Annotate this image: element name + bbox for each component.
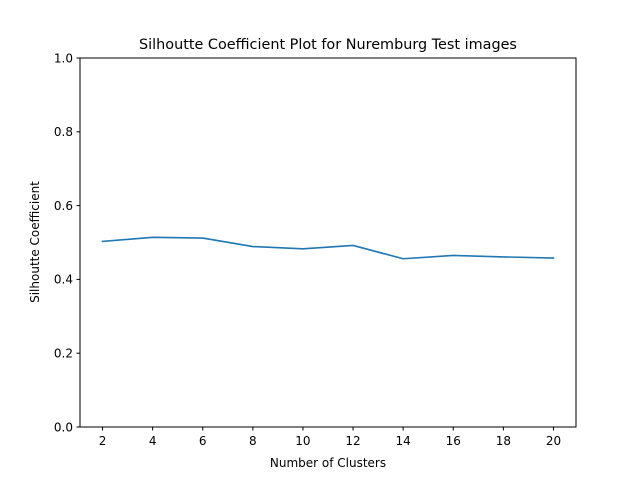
x-tick-label-1: 4 xyxy=(149,434,157,448)
x-tick-label-4: 10 xyxy=(295,434,310,448)
y-tick-label-0: 0.0 xyxy=(54,420,73,434)
x-axis-label: Number of Clusters xyxy=(270,456,386,470)
x-tick-label-3: 8 xyxy=(249,434,257,448)
plot-area: 2 4 6 8 10 12 14 16 18 20 0.0 0.2 0.4 0.6 0.8 1.0 xyxy=(54,51,577,448)
y-tick-label-2: 0.4 xyxy=(54,273,73,287)
y-tick-label-4: 0.8 xyxy=(54,125,73,139)
plot-frame xyxy=(79,57,577,428)
x-tick-label-8: 18 xyxy=(496,434,511,448)
y-tick-label-3: 0.6 xyxy=(54,199,73,213)
x-tick-label-5: 12 xyxy=(345,434,360,448)
chart-title: Silhoutte Coefficient Plot for Nuremburg… xyxy=(139,37,517,53)
x-tick-label-0: 2 xyxy=(99,434,107,448)
series-line-0 xyxy=(101,236,555,260)
y-axis-label: Silhoutte Coefficient xyxy=(28,181,42,303)
y-tick-label-1: 0.2 xyxy=(54,347,73,361)
x-tick-label-9: 20 xyxy=(546,434,561,448)
x-tick-label-2: 6 xyxy=(199,434,207,448)
x-tick-label-6: 14 xyxy=(396,434,411,448)
y-tick-label-5: 1.0 xyxy=(54,51,73,65)
x-tick-label-7: 16 xyxy=(446,434,461,448)
